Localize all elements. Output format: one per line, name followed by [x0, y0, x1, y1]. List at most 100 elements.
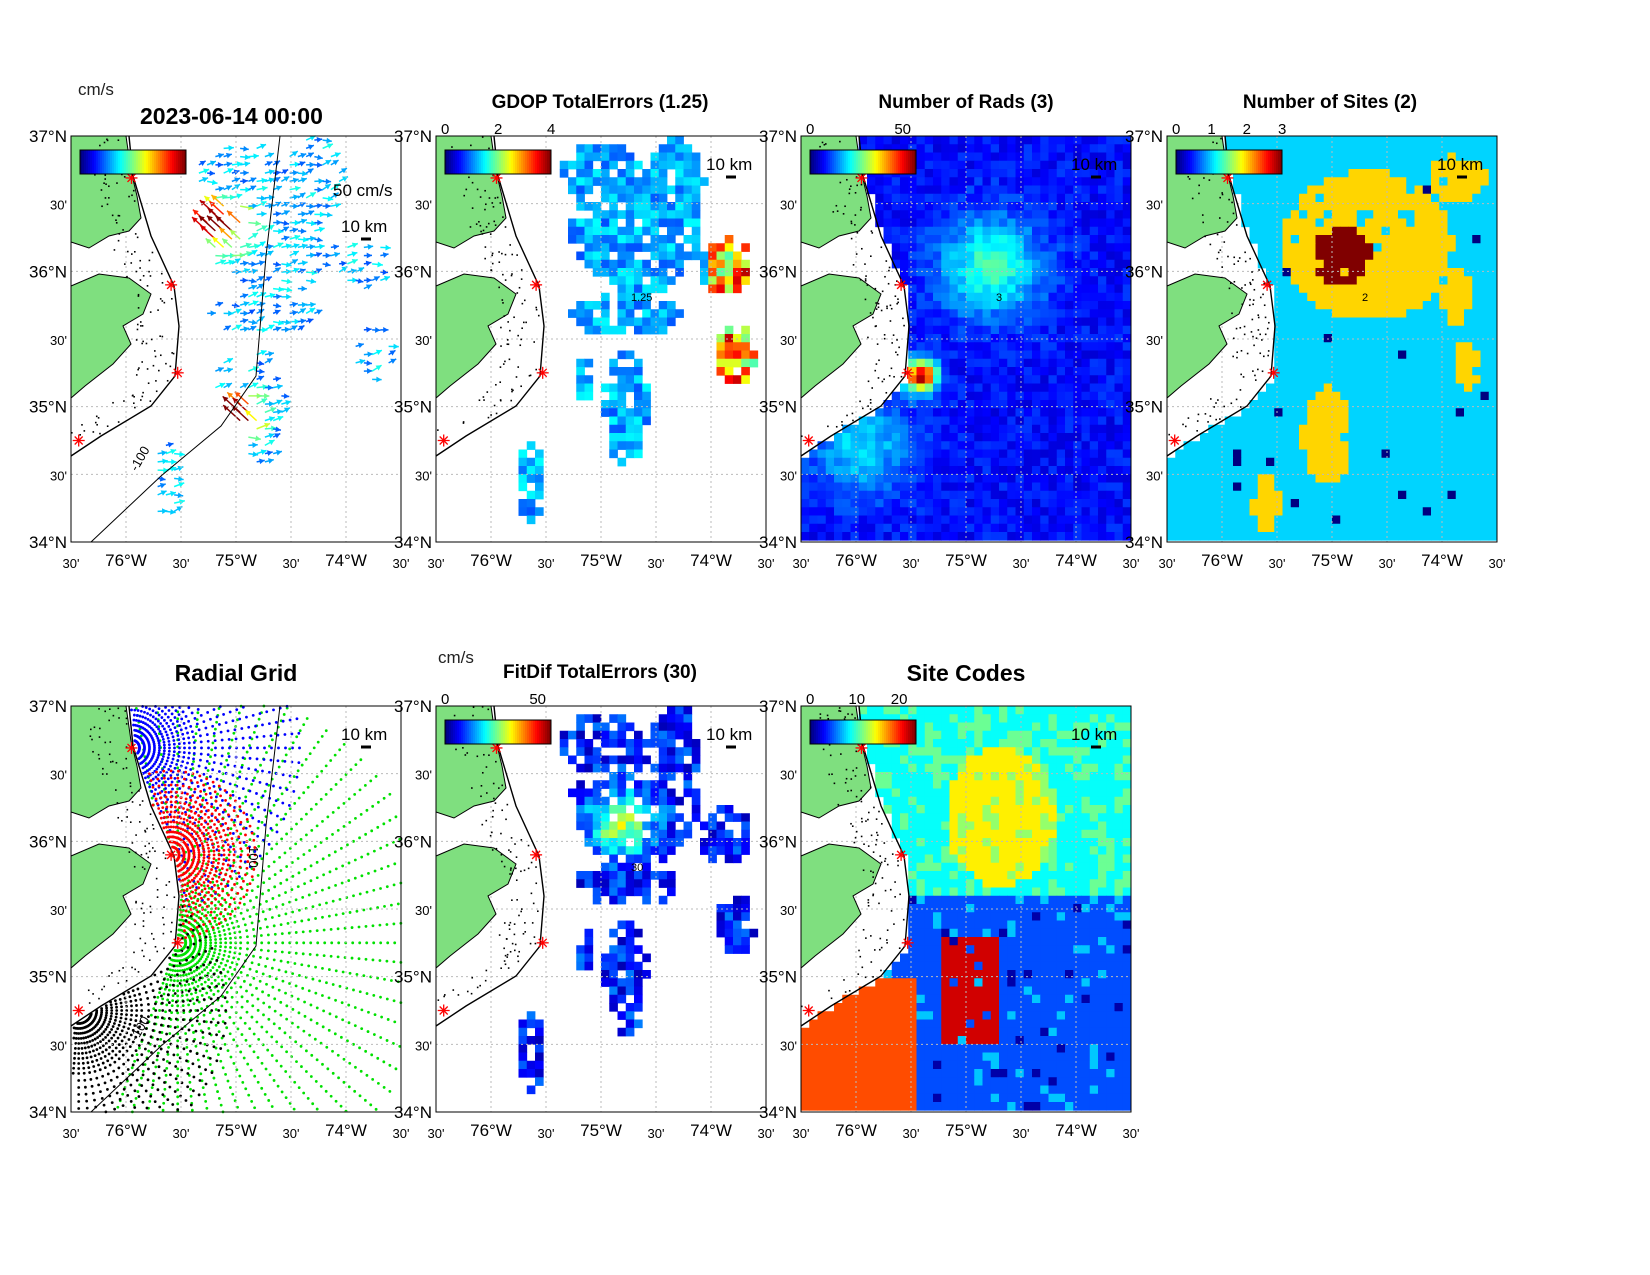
data-cell [1348, 202, 1358, 211]
data-cell [949, 375, 959, 384]
vector-arrowhead [341, 260, 347, 267]
data-cell [675, 193, 684, 203]
data-cell [658, 144, 668, 153]
vector-arrowhead [235, 308, 242, 314]
data-cell [1098, 482, 1107, 492]
lon-tick-label: 76°W [835, 551, 877, 570]
island-dot [500, 326, 502, 329]
data-cell [617, 185, 627, 195]
data-cell [1455, 408, 1465, 417]
data-cell [1081, 152, 1091, 162]
data-cell [1114, 251, 1124, 261]
data-cell [867, 416, 876, 426]
data-cell [1216, 499, 1226, 508]
data-cell [1455, 350, 1465, 360]
data-cell [658, 284, 668, 294]
data-cell [1274, 301, 1283, 310]
data-cell [1241, 433, 1250, 442]
vector-arrowhead [383, 326, 389, 333]
data-cell [1422, 243, 1432, 252]
data-cell [891, 449, 901, 459]
data-cell [1439, 367, 1448, 376]
data-cell [1056, 235, 1066, 244]
data-cell [1472, 358, 1481, 368]
data-cell [924, 292, 934, 302]
data-cell [982, 309, 992, 318]
data-cell [1373, 235, 1382, 244]
vector-arrowhead [293, 243, 300, 249]
data-cell [1274, 268, 1283, 277]
data-cell [933, 218, 942, 228]
data-cell [1431, 474, 1440, 483]
lon-tick-label: 30' [393, 556, 410, 571]
data-cell [990, 193, 1000, 203]
data-cell [1040, 383, 1049, 393]
site-marker-star [530, 278, 543, 291]
data-cell [1406, 532, 1415, 541]
colorbar-segment [158, 150, 161, 174]
data-cell [1439, 441, 1448, 450]
data-cell [1381, 243, 1391, 252]
vector-arrowhead [309, 192, 316, 198]
data-cell [1122, 383, 1132, 393]
data-cell [1065, 259, 1074, 269]
data-cell [576, 152, 585, 162]
data-cell [1373, 408, 1382, 417]
data-cell [966, 515, 975, 525]
data-cell [966, 169, 975, 178]
data-cell [1406, 449, 1415, 459]
island-dot [864, 298, 867, 301]
data-cell [1089, 350, 1099, 360]
data-cell [1040, 342, 1049, 351]
data-cell [1332, 457, 1341, 467]
data-cell [933, 433, 942, 442]
data-cell [1414, 433, 1424, 442]
data-cell [990, 449, 1000, 459]
data-cell [982, 507, 992, 516]
data-cell [1081, 144, 1091, 153]
data-cell [1315, 152, 1325, 162]
data-cell [941, 185, 950, 195]
data-cell [949, 342, 959, 351]
data-cell [609, 424, 618, 434]
data-cell [1089, 466, 1099, 475]
data-cell [1056, 309, 1066, 318]
data-cell [1122, 367, 1132, 376]
data-cell [1431, 226, 1440, 236]
colorbar-segment [535, 150, 538, 174]
data-cell [1089, 490, 1099, 500]
island-dot [874, 287, 877, 290]
island-dot [877, 377, 880, 379]
data-cell [1023, 193, 1033, 203]
island-dot [122, 229, 124, 231]
data-cell [1488, 243, 1498, 252]
data-cell [1073, 532, 1082, 541]
data-cell [957, 466, 967, 475]
colorbar-segment [146, 150, 149, 174]
data-cell [1439, 515, 1448, 525]
vector-arrowhead [315, 268, 322, 274]
data-cell [1381, 342, 1391, 351]
island-dot [880, 246, 883, 249]
data-cell [625, 375, 635, 384]
data-cell [1167, 490, 1176, 500]
data-cell [883, 202, 893, 211]
data-cell [924, 367, 934, 376]
data-cell [875, 490, 884, 500]
data-cell [1106, 276, 1115, 285]
data-cell [974, 235, 983, 244]
data-cell [1241, 441, 1250, 450]
data-cell [817, 490, 827, 500]
data-cell [982, 284, 992, 294]
data-cell [966, 449, 975, 459]
data-cell [949, 185, 959, 195]
data-cell [1007, 259, 1016, 269]
data-cell [1023, 515, 1033, 525]
data-cell [949, 160, 959, 170]
data-cell [900, 523, 909, 533]
data-cell [949, 235, 959, 244]
data-cell [1290, 251, 1300, 261]
data-cell [1007, 185, 1016, 195]
data-cell [1439, 226, 1448, 236]
data-cell [982, 301, 992, 310]
